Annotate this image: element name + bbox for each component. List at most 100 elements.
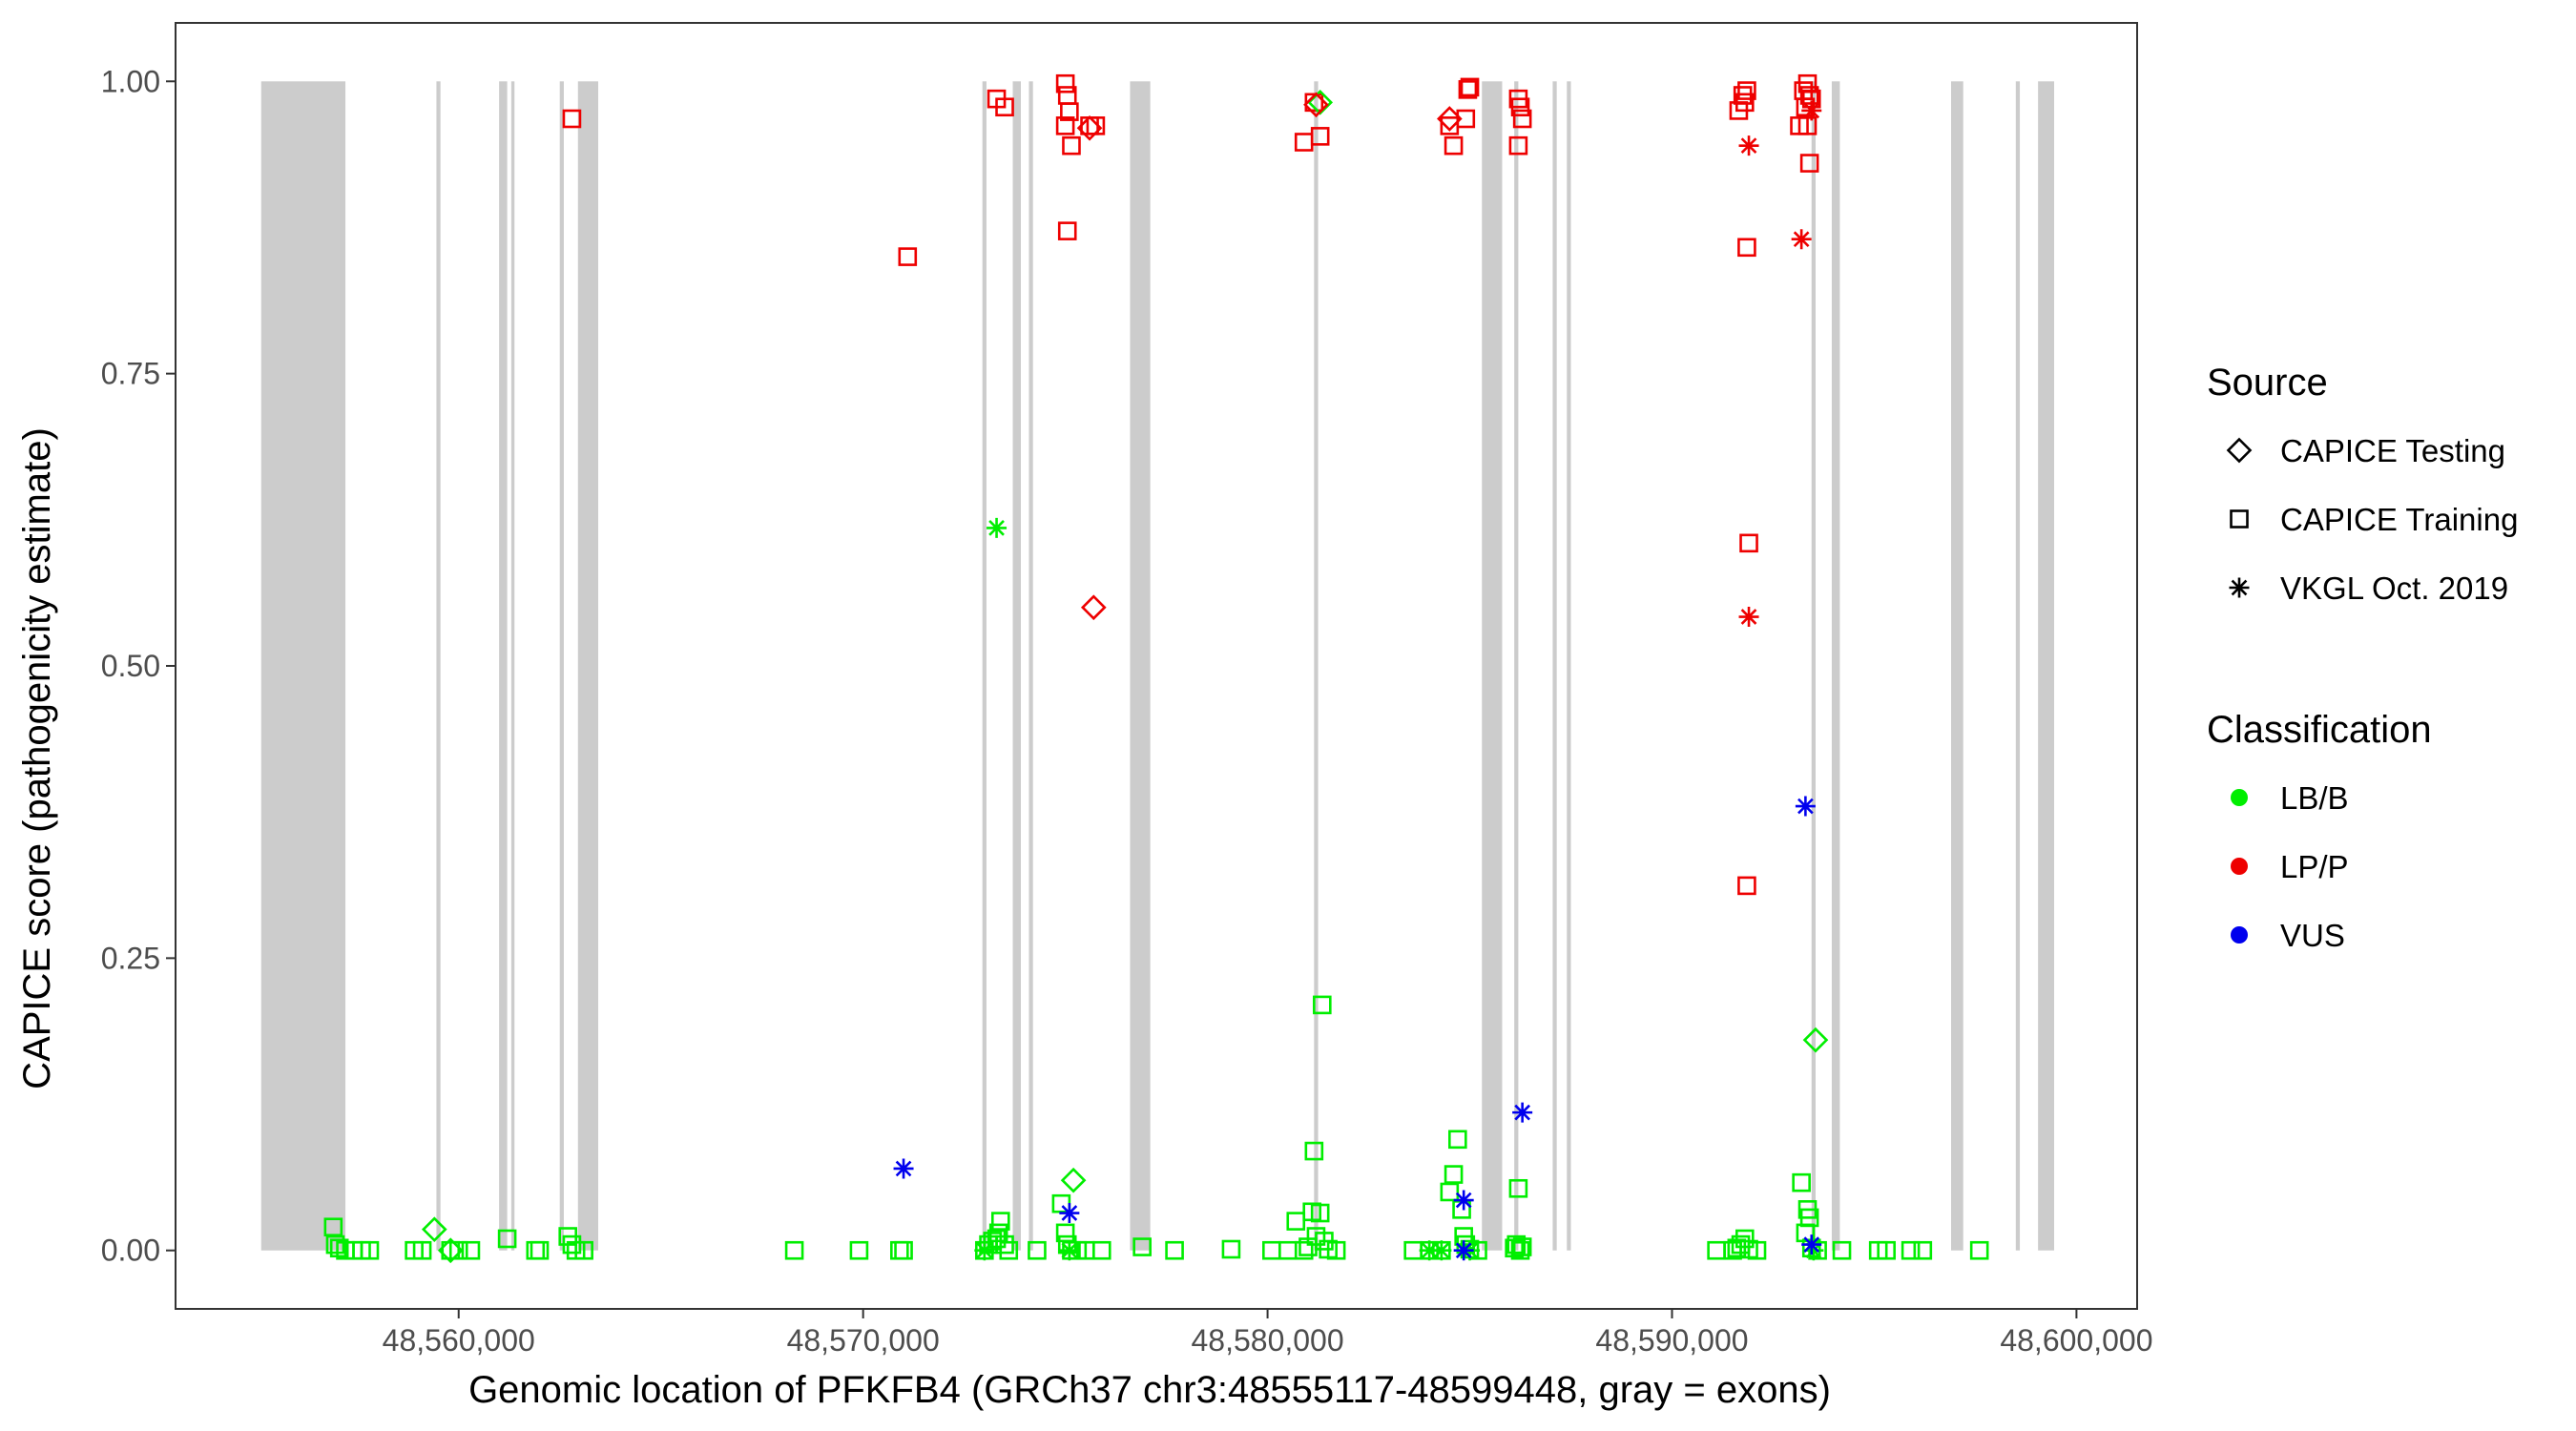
data-point bbox=[574, 1240, 593, 1260]
data-point bbox=[1512, 1102, 1533, 1123]
legend-source-key bbox=[2230, 509, 2249, 529]
data-point bbox=[1165, 1240, 1184, 1260]
data-point bbox=[323, 1217, 343, 1237]
y-axis-label: CAPICE score (pathogenicity estimate) bbox=[16, 427, 58, 1089]
x-axis-label: Genomic location of PFKFB4 (GRCh37 chr3:… bbox=[468, 1369, 1831, 1411]
data-point bbox=[1738, 135, 1759, 156]
data-point bbox=[995, 97, 1014, 117]
exon-band bbox=[1831, 81, 1840, 1251]
data-points bbox=[323, 73, 1989, 1264]
data-point bbox=[1456, 109, 1476, 129]
data-point bbox=[849, 1240, 869, 1260]
exon-band bbox=[1028, 81, 1033, 1251]
data-point bbox=[1221, 1239, 1241, 1259]
data-point bbox=[1747, 1240, 1767, 1260]
legend-source-title: Source bbox=[2207, 362, 2328, 404]
data-point bbox=[1735, 1229, 1755, 1249]
legend: Source CAPICE Testing CAPICE Training VKGL… bbox=[2207, 362, 2518, 953]
data-point bbox=[894, 1240, 913, 1260]
exon-band bbox=[1012, 81, 1021, 1251]
exon-band bbox=[1482, 81, 1503, 1251]
legend-classification-key bbox=[2231, 858, 2248, 875]
data-point bbox=[1453, 1190, 1474, 1211]
exon-band bbox=[499, 81, 508, 1251]
data-point bbox=[412, 1240, 432, 1260]
data-point bbox=[1055, 1223, 1075, 1243]
data-point bbox=[898, 247, 918, 266]
data-point bbox=[1791, 229, 1812, 250]
data-point bbox=[1076, 114, 1103, 141]
legend-source-label: VKGL Oct. 2019 bbox=[2280, 570, 2508, 606]
exon-band bbox=[1514, 81, 1519, 1251]
y-tick-label: 0.75 bbox=[101, 357, 160, 391]
data-point bbox=[1062, 135, 1081, 156]
exon-band bbox=[577, 81, 598, 1251]
data-point bbox=[1799, 154, 1819, 173]
data-point bbox=[530, 1240, 550, 1260]
data-point bbox=[1055, 73, 1075, 93]
exon-band bbox=[2015, 81, 2021, 1251]
x-tick-label: 48,580,000 bbox=[1191, 1323, 1343, 1358]
data-point bbox=[1795, 796, 1816, 817]
exon-band bbox=[982, 81, 987, 1251]
exon-band bbox=[260, 81, 346, 1251]
legend-source-label: CAPICE Training bbox=[2280, 502, 2518, 537]
data-point bbox=[1508, 135, 1528, 156]
exon-band bbox=[1552, 81, 1557, 1251]
data-point bbox=[1326, 1240, 1346, 1260]
data-point bbox=[1739, 533, 1758, 553]
legend-classification-title: Classification bbox=[2207, 709, 2432, 751]
data-point bbox=[974, 1240, 995, 1261]
exon-band bbox=[559, 81, 564, 1251]
data-point bbox=[1458, 80, 1478, 99]
y-tick-label: 1.00 bbox=[101, 64, 160, 98]
data-point bbox=[562, 109, 582, 129]
data-point bbox=[1059, 1203, 1080, 1224]
data-point bbox=[1431, 1240, 1452, 1261]
data-point bbox=[437, 1237, 464, 1264]
data-point bbox=[784, 1240, 804, 1260]
y-tick-label: 0.25 bbox=[101, 941, 160, 975]
data-point bbox=[1969, 1240, 1989, 1260]
data-point bbox=[1132, 1237, 1152, 1256]
data-point bbox=[1877, 1240, 1896, 1260]
exon-band bbox=[1314, 81, 1319, 1251]
data-point bbox=[1028, 1240, 1047, 1260]
data-point bbox=[1437, 106, 1463, 132]
data-point bbox=[1799, 86, 1819, 105]
y-tick-label: 0.50 bbox=[101, 649, 160, 683]
exon-band bbox=[436, 81, 441, 1251]
exon-band bbox=[1130, 81, 1151, 1251]
data-point bbox=[329, 1238, 349, 1258]
data-point bbox=[1460, 77, 1480, 97]
data-point bbox=[999, 1240, 1019, 1260]
legend-source-entries: CAPICE Testing CAPICE Training VKGL Oct. 2… bbox=[2226, 433, 2518, 606]
data-point bbox=[1735, 93, 1755, 113]
data-point bbox=[1310, 1203, 1330, 1223]
data-point bbox=[1510, 97, 1530, 117]
data-point bbox=[1060, 102, 1079, 121]
x-tick-label: 48,560,000 bbox=[383, 1323, 535, 1358]
data-point bbox=[1057, 221, 1077, 240]
legend-classification-key bbox=[2231, 789, 2248, 806]
x-tick-label: 48,600,000 bbox=[2000, 1323, 2152, 1358]
data-point bbox=[987, 517, 1008, 538]
data-point bbox=[1310, 127, 1330, 146]
axes: 0.00 0.25 0.50 0.75 1.00 48,560,000 48,570,000… bbox=[101, 64, 2153, 1358]
data-point bbox=[497, 1229, 517, 1249]
data-point bbox=[1737, 238, 1756, 258]
data-point bbox=[1832, 1240, 1852, 1260]
data-point bbox=[1286, 1212, 1306, 1231]
data-point bbox=[1792, 1172, 1811, 1192]
exon-bands bbox=[260, 81, 2055, 1251]
data-point bbox=[1440, 1182, 1460, 1202]
data-point bbox=[562, 1234, 582, 1255]
legend-source-key bbox=[2229, 577, 2250, 598]
data-point bbox=[1512, 109, 1532, 129]
data-point bbox=[1303, 92, 1329, 118]
exon-band bbox=[1811, 81, 1816, 1251]
exon-band bbox=[1567, 81, 1571, 1251]
data-point bbox=[421, 1216, 447, 1243]
